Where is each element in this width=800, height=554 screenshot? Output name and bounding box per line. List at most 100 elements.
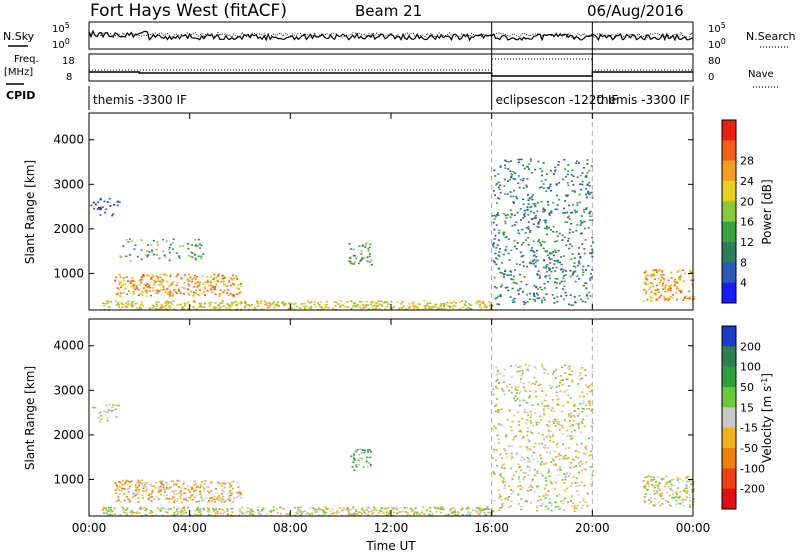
data-cell (299, 511, 302, 513)
velocity-colorbar-swatch (722, 448, 736, 469)
data-cell (272, 302, 275, 305)
data-cell (647, 483, 650, 485)
data-cell (650, 276, 653, 278)
data-cell (175, 483, 177, 485)
data-cell (478, 303, 481, 306)
data-cell (227, 512, 229, 515)
data-cell (257, 305, 259, 308)
data-cell (361, 258, 364, 261)
data-cell (581, 300, 584, 303)
data-cell (217, 273, 220, 276)
data-cell (123, 511, 126, 514)
data-cell (220, 501, 223, 503)
data-cell (244, 305, 247, 307)
data-cell (90, 204, 93, 207)
data-cell (549, 212, 552, 214)
data-cell (175, 500, 178, 502)
data-cell (590, 383, 593, 386)
data-cell (571, 253, 574, 255)
data-cell (569, 425, 572, 428)
data-cell (658, 489, 661, 491)
data-cell (232, 507, 234, 510)
data-cell (348, 243, 351, 245)
data-cell (657, 501, 660, 504)
data-cell (527, 438, 530, 441)
data-cell (572, 175, 575, 177)
data-cell (650, 300, 653, 302)
data-cell (666, 491, 669, 494)
data-cell (559, 467, 562, 469)
data-cell (547, 407, 550, 409)
data-cell (352, 248, 355, 251)
data-cell (523, 458, 526, 461)
data-cell (125, 479, 128, 482)
data-cell (135, 487, 138, 490)
data-cell (546, 254, 549, 256)
data-cell (437, 506, 440, 509)
data-cell (230, 302, 233, 304)
data-cell (562, 404, 565, 407)
data-cell (548, 214, 551, 216)
data-cell (183, 282, 186, 284)
data-cell (498, 197, 501, 200)
data-cell (543, 413, 545, 416)
data-cell (557, 505, 560, 508)
data-cell (236, 278, 239, 280)
data-cell (157, 244, 160, 246)
data-cell (186, 484, 189, 487)
data-cell (358, 245, 361, 247)
data-cell (581, 402, 584, 405)
data-cell (660, 494, 663, 497)
data-cell (523, 408, 526, 411)
data-cell (540, 186, 543, 188)
data-cell (651, 483, 653, 486)
data-cell (524, 400, 527, 403)
velocity-colorbar-swatch (722, 346, 736, 367)
data-cell (305, 305, 308, 308)
data-cell (217, 508, 220, 511)
freq-panel-frame (88, 53, 694, 82)
data-cell (526, 206, 529, 208)
data-cell (154, 308, 157, 310)
data-cell (511, 391, 513, 394)
data-cell (584, 239, 587, 241)
data-cell (189, 491, 191, 494)
data-cell (527, 194, 529, 196)
data-cell (412, 301, 414, 303)
data-cell (178, 245, 181, 248)
data-cell (495, 398, 498, 400)
data-cell (190, 280, 193, 283)
data-cell (512, 281, 515, 284)
data-cell (447, 513, 450, 516)
data-cell (591, 252, 594, 254)
data-cell (546, 447, 549, 449)
data-cell (254, 307, 257, 310)
data-cell (157, 289, 160, 292)
data-cell (643, 476, 646, 479)
y-tick-label: 3000 (53, 383, 84, 397)
data-cell (495, 386, 497, 388)
data-cell (526, 465, 529, 468)
data-cell (127, 490, 130, 493)
data-cell (294, 303, 296, 305)
data-cell (246, 303, 249, 306)
data-cell (572, 466, 575, 468)
data-cell (454, 514, 457, 516)
data-cell (300, 303, 303, 305)
velocity-heatmap (91, 319, 695, 517)
data-cell (651, 297, 654, 299)
data-cell (529, 416, 532, 419)
data-cell (457, 512, 460, 514)
data-cell (316, 508, 319, 511)
data-cell (543, 299, 546, 301)
data-cell (578, 484, 581, 487)
data-cell (324, 511, 327, 514)
data-cell (591, 196, 594, 199)
data-cell (103, 200, 106, 203)
data-cell (656, 490, 659, 493)
data-cell (546, 451, 548, 454)
data-cell (110, 513, 113, 515)
data-cell (180, 511, 183, 514)
freq-trace (89, 71, 693, 77)
data-cell (543, 372, 546, 374)
